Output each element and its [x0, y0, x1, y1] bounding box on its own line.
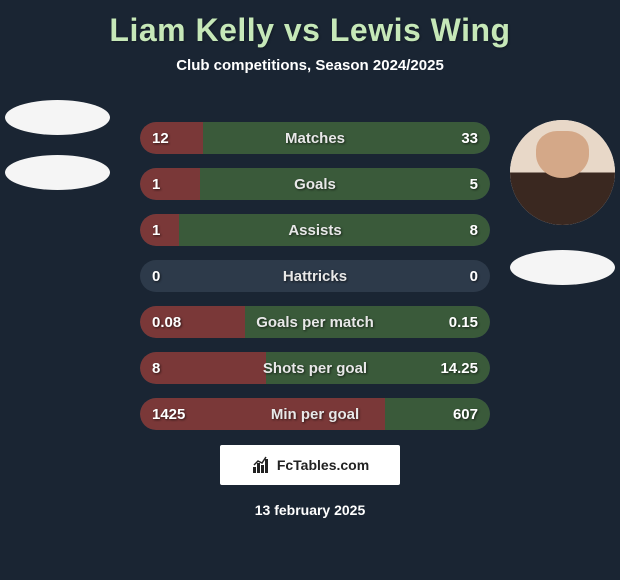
stat-label: Matches	[140, 122, 490, 154]
page-title: Liam Kelly vs Lewis Wing	[0, 0, 620, 49]
subtitle: Club competitions, Season 2024/2025	[0, 57, 620, 74]
stat-row: 814.25Shots per goal	[140, 352, 490, 384]
player-left-column	[5, 100, 110, 190]
avatar-image	[510, 120, 615, 225]
stat-label: Goals	[140, 168, 490, 200]
stat-row: 18Assists	[140, 214, 490, 246]
chart-icon	[251, 455, 271, 475]
stat-row: 1425607Min per goal	[140, 398, 490, 430]
stats-container: 1233Matches 15Goals 18Assists 00Hattricks 0.…	[140, 122, 490, 444]
stat-label: Shots per goal	[140, 352, 490, 384]
brand-text: FcTables.com	[277, 457, 369, 473]
stat-label: Goals per match	[140, 306, 490, 338]
player-left-placeholder-2	[5, 155, 110, 190]
player-right-column	[510, 120, 615, 285]
stat-label: Hattricks	[140, 260, 490, 292]
player-right-avatar	[510, 120, 615, 225]
player-right-placeholder	[510, 250, 615, 285]
stat-row: 1233Matches	[140, 122, 490, 154]
stat-row: 15Goals	[140, 168, 490, 200]
stat-label: Min per goal	[140, 398, 490, 430]
brand-badge: FcTables.com	[220, 445, 400, 485]
stat-row: 0.080.15Goals per match	[140, 306, 490, 338]
player-left-placeholder-1	[5, 100, 110, 135]
stat-row: 00Hattricks	[140, 260, 490, 292]
date-text: 13 february 2025	[0, 502, 620, 518]
stat-label: Assists	[140, 214, 490, 246]
